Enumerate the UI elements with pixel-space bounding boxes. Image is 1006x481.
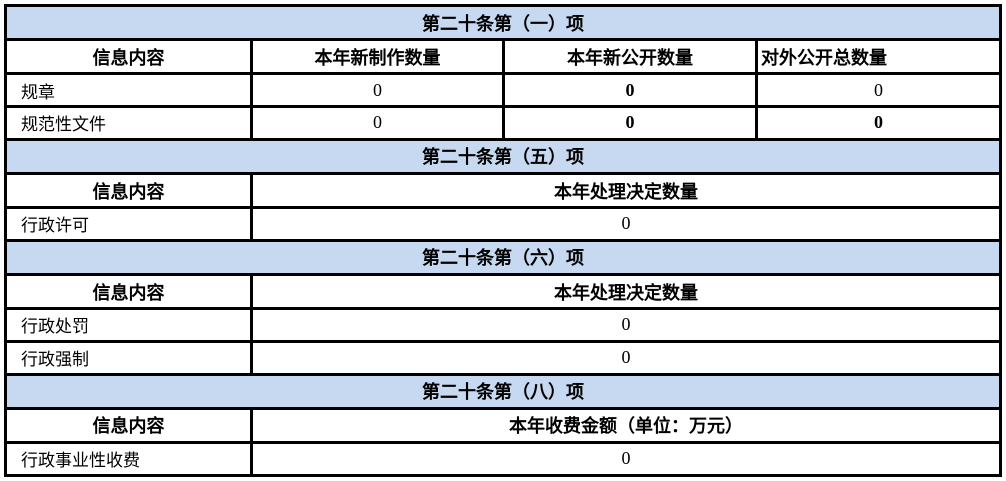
cell-value: 0 bbox=[250, 206, 1002, 242]
cell-value: 0 bbox=[250, 105, 505, 141]
row-label: 规范性文件 bbox=[4, 105, 253, 141]
section-title-row: 第二十条第（八）项 bbox=[4, 372, 1002, 410]
section-title: 第二十条第（一）项 bbox=[4, 3, 1002, 42]
cell-value: 0 bbox=[502, 105, 758, 141]
column-header-info-content: 信息内容 bbox=[4, 171, 253, 210]
table-row: 行政处罚 0 bbox=[4, 307, 1002, 343]
section-title-row: 第二十条第（六）项 bbox=[4, 238, 1002, 276]
column-header-info-content: 信息内容 bbox=[4, 38, 253, 76]
table-row: 规范性文件 0 0 0 bbox=[4, 105, 1002, 141]
cell-value: 0 bbox=[250, 307, 1002, 343]
row-label: 行政许可 bbox=[4, 206, 253, 242]
row-label: 行政处罚 bbox=[4, 307, 253, 343]
cell-value: 0 bbox=[250, 339, 1002, 376]
column-header-info-content: 信息内容 bbox=[4, 272, 253, 311]
table-row: 行政许可 0 bbox=[4, 206, 1002, 242]
column-header-decisions: 本年处理决定数量 bbox=[250, 171, 1002, 210]
column-header-fee-amount: 本年收费金额（单位：万元） bbox=[250, 406, 1002, 444]
disclosure-report-table: 第二十条第（一）项 信息内容 本年新制作数量 本年新公开数量 对外公开总数量 规… bbox=[4, 3, 1002, 478]
row-label: 行政强制 bbox=[4, 339, 253, 376]
column-header-new-created: 本年新制作数量 bbox=[250, 38, 505, 76]
column-header-row: 信息内容 本年新制作数量 本年新公开数量 对外公开总数量 bbox=[4, 38, 1002, 76]
table-row: 规章 0 0 0 bbox=[4, 72, 1002, 109]
column-header-info-content: 信息内容 bbox=[4, 406, 253, 444]
section-title: 第二十条第（八）项 bbox=[4, 372, 1002, 410]
row-label: 行政事业性收费 bbox=[4, 440, 253, 478]
section-title: 第二十条第（六）项 bbox=[4, 238, 1002, 276]
section-title-row: 第二十条第（五）项 bbox=[4, 137, 1002, 175]
section-title-row: 第二十条第（一）项 bbox=[4, 3, 1002, 42]
table-row: 行政事业性收费 0 bbox=[4, 440, 1002, 478]
column-header-new-published: 本年新公开数量 bbox=[502, 38, 758, 76]
column-header-row: 信息内容 本年处理决定数量 bbox=[4, 171, 1002, 210]
column-header-total-public: 对外公开总数量 bbox=[755, 38, 1002, 76]
column-header-row: 信息内容 本年收费金额（单位：万元） bbox=[4, 406, 1002, 444]
column-header-row: 信息内容 本年处理决定数量 bbox=[4, 272, 1002, 311]
row-label: 规章 bbox=[4, 72, 253, 109]
cell-value: 0 bbox=[502, 72, 758, 109]
cell-value: 0 bbox=[755, 72, 1002, 109]
section-title: 第二十条第（五）项 bbox=[4, 137, 1002, 175]
cell-value: 0 bbox=[250, 72, 505, 109]
cell-value: 0 bbox=[755, 105, 1002, 141]
cell-value: 0 bbox=[250, 440, 1002, 478]
column-header-decisions: 本年处理决定数量 bbox=[250, 272, 1002, 311]
table-row: 行政强制 0 bbox=[4, 339, 1002, 376]
